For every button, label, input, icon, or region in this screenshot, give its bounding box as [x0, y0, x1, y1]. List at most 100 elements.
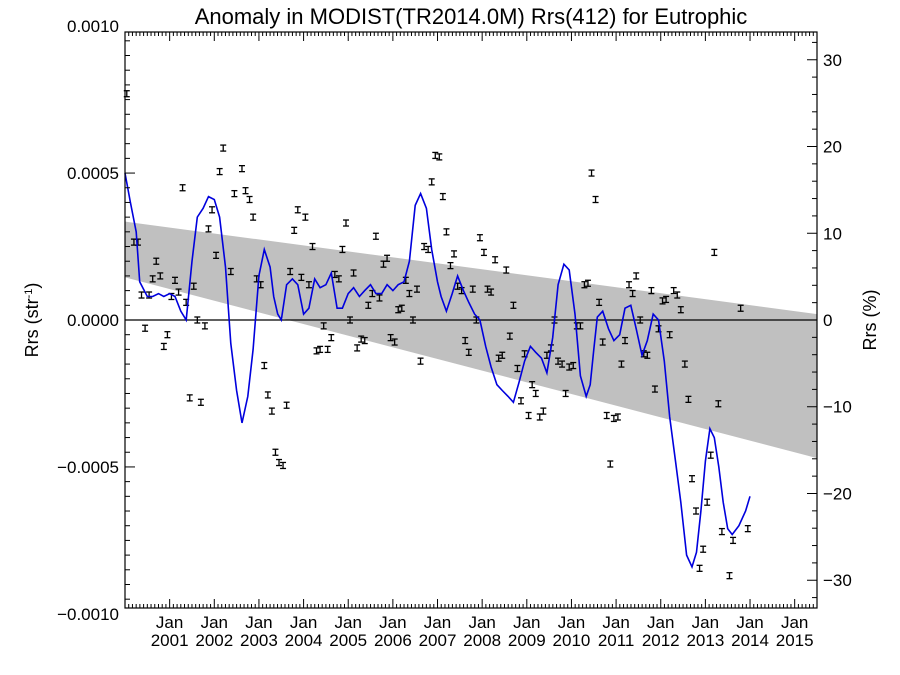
x-tick-month-label: Jan — [245, 613, 272, 632]
data-point — [577, 322, 584, 330]
y-axis-label-right: Rrs (%) — [860, 290, 880, 351]
x-tick-month-label: Jan — [290, 613, 317, 632]
data-point — [510, 301, 517, 309]
data-point — [629, 289, 636, 298]
data-point — [172, 276, 179, 284]
data-point — [465, 348, 472, 356]
data-point — [566, 363, 573, 371]
data-point — [361, 336, 368, 345]
data-point — [205, 225, 212, 233]
data-point — [596, 298, 603, 307]
x-tick-month-label: Jan — [602, 613, 629, 632]
chart-title: Anomaly in MODIST(TR2014.0M) Rrs(412) fo… — [195, 4, 748, 29]
data-point — [384, 254, 391, 262]
x-tick-year-label: 2014 — [731, 631, 769, 650]
y-tick-label-left: 0.0010 — [67, 17, 119, 36]
data-point — [287, 267, 294, 276]
data-point — [432, 151, 439, 160]
data-point — [648, 286, 655, 295]
data-point — [339, 245, 346, 254]
data-point — [436, 153, 443, 161]
data-point — [439, 192, 446, 201]
data-point — [213, 251, 220, 259]
data-point — [726, 572, 733, 580]
x-tick-year-label: 2004 — [285, 631, 323, 650]
data-point — [730, 536, 737, 545]
data-point — [313, 347, 320, 355]
data-point — [637, 316, 644, 324]
x-tick-year-label: 2003 — [240, 631, 278, 650]
data-point — [350, 269, 357, 277]
data-point — [711, 248, 718, 257]
data-point — [376, 294, 383, 302]
y-tick-label-right: 20 — [823, 138, 842, 157]
data-point — [447, 261, 454, 270]
data-point — [250, 213, 257, 221]
plot-area — [123, 31, 818, 609]
data-point — [372, 232, 379, 240]
data-point — [592, 195, 599, 204]
data-point — [227, 267, 234, 276]
x-tick-year-label: 2005 — [329, 631, 367, 650]
data-point — [514, 364, 521, 373]
data-point — [201, 322, 208, 330]
data-point — [480, 248, 487, 257]
data-point — [261, 361, 268, 370]
data-point — [298, 273, 305, 282]
data-point — [532, 389, 539, 398]
x-tick-month-label: Jan — [647, 613, 674, 632]
data-point — [651, 385, 658, 393]
y-tick-label-right: 10 — [823, 224, 842, 243]
data-point — [540, 407, 547, 415]
x-tick-year-label: 2009 — [508, 631, 546, 650]
data-point — [685, 395, 692, 403]
data-point — [417, 357, 424, 365]
data-point — [518, 397, 525, 405]
y-tick-label-left: 0.0005 — [67, 164, 119, 183]
data-point — [231, 189, 238, 198]
data-point — [525, 411, 532, 420]
x-tick-year-label: 2010 — [553, 631, 591, 650]
data-point — [342, 219, 349, 227]
data-point — [164, 331, 171, 339]
data-point — [704, 498, 711, 506]
data-point — [335, 275, 342, 283]
data-point — [495, 354, 502, 362]
data-point — [179, 184, 186, 192]
data-point — [242, 187, 249, 195]
data-point — [272, 448, 279, 456]
x-tick-year-label: 2015 — [776, 631, 814, 650]
data-point — [246, 195, 253, 204]
x-tick-month-label: Jan — [692, 613, 719, 632]
data-point — [413, 285, 420, 293]
data-point — [555, 357, 562, 365]
data-point — [707, 451, 714, 459]
trend-band — [125, 221, 817, 459]
x-tick-month-label: Jan — [781, 613, 808, 632]
data-point — [305, 281, 312, 289]
x-tick-year-label: 2006 — [374, 631, 412, 650]
y-tick-label-left: 0.0000 — [67, 311, 119, 330]
data-point — [406, 289, 413, 298]
x-tick-month-label: Jan — [156, 613, 183, 632]
x-tick-month-label: Jan — [424, 613, 451, 632]
data-point — [157, 272, 164, 280]
data-point — [175, 288, 182, 296]
data-point — [238, 165, 245, 173]
data-point — [320, 322, 327, 330]
data-point — [317, 345, 324, 354]
data-point — [409, 316, 416, 324]
data-point — [220, 144, 227, 152]
data-point — [425, 245, 432, 254]
data-point — [666, 331, 673, 339]
data-point — [443, 228, 450, 236]
data-point — [663, 295, 670, 304]
data-point — [688, 475, 695, 483]
data-point — [462, 336, 469, 345]
data-point — [715, 400, 722, 408]
x-tick-month-label: Jan — [513, 613, 540, 632]
data-point — [216, 167, 223, 176]
data-point — [644, 351, 651, 359]
data-point — [681, 360, 688, 368]
data-point — [138, 291, 145, 299]
